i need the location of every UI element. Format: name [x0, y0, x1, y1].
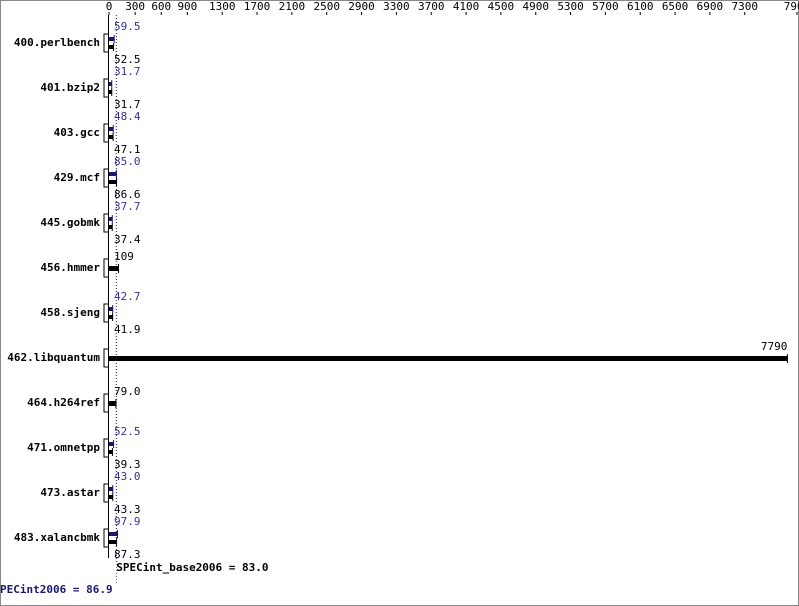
x-tick-label: 6900: [697, 0, 724, 13]
bar: [109, 450, 113, 454]
bar: [109, 217, 113, 221]
bar: [109, 495, 113, 499]
row-bracket: [103, 303, 108, 323]
value-label: 47.1: [114, 143, 141, 156]
value-label: 86.6: [114, 188, 141, 201]
summary-label: SPECint_base2006 = 83.0: [116, 561, 268, 574]
bar: [109, 487, 113, 491]
bar: [109, 225, 113, 229]
value-label: 59.5: [114, 20, 141, 33]
value-label: 31.7: [114, 98, 141, 111]
row-bracket: [103, 528, 108, 548]
x-tick-label: 2100: [279, 0, 306, 13]
category-label: 483.xalancbmk: [14, 531, 100, 544]
bar: [109, 135, 114, 139]
category-label: 445.gobmk: [40, 216, 100, 229]
x-tick-label: 2900: [348, 0, 375, 13]
row-bracket: [103, 168, 108, 188]
category-label: 462.libquantum: [7, 351, 100, 364]
category-label: 400.perlbench: [14, 36, 100, 49]
value-label: 43.0: [114, 470, 141, 483]
x-tick-label: 6500: [662, 0, 689, 13]
value-label: 31.7: [114, 65, 141, 78]
x-tick-label: 1700: [244, 0, 271, 13]
value-label: 85.0: [114, 155, 141, 168]
x-tick-label: 300: [125, 0, 145, 13]
bar: [109, 532, 118, 536]
value-label: 87.3: [114, 548, 141, 561]
value-label: 37.4: [114, 233, 141, 246]
x-tick-label: 2500: [313, 0, 340, 13]
bar: [109, 45, 114, 49]
row-bracket: [103, 348, 108, 368]
value-label: 109: [114, 250, 134, 263]
row-bracket: [103, 78, 108, 98]
bar: [109, 401, 116, 406]
value-label: 37.7: [114, 200, 141, 213]
bar: [109, 356, 788, 361]
bar: [109, 180, 117, 184]
row-bracket: [103, 438, 108, 458]
value-label: 39.3: [114, 458, 141, 471]
x-tick-label: 0: [106, 0, 113, 13]
row-bracket: [103, 393, 108, 413]
category-label: 473.astar: [40, 486, 100, 499]
category-label: 456.hmmer: [40, 261, 100, 274]
value-label: 48.4: [114, 110, 141, 123]
bar: [109, 266, 119, 271]
category-label: 471.omnetpp: [27, 441, 100, 454]
x-tick-label: 7300: [731, 0, 758, 13]
category-label: 401.bzip2: [40, 81, 100, 94]
category-label: 403.gcc: [54, 126, 100, 139]
bar: [109, 442, 114, 446]
category-label: 464.h264ref: [27, 396, 100, 409]
x-tick-label: 1300: [209, 0, 236, 13]
x-tick-label: 4100: [453, 0, 480, 13]
value-label: 79.0: [114, 385, 141, 398]
summary-label: SPECint2006 = 86.9: [0, 583, 113, 596]
bar: [109, 127, 114, 131]
x-tick-label: 6100: [627, 0, 654, 13]
x-tick-label: 5700: [592, 0, 619, 13]
x-tick-label: 5300: [557, 0, 584, 13]
bar: [109, 315, 113, 319]
value-label: 7790: [761, 340, 788, 353]
value-label: 43.3: [114, 503, 141, 516]
x-tick-label: 4900: [522, 0, 549, 13]
x-tick-label: 3700: [418, 0, 445, 13]
bar: [109, 37, 115, 41]
row-bracket: [103, 33, 108, 53]
row-bracket: [103, 483, 108, 503]
x-tick-label: 600: [151, 0, 171, 13]
category-label: 429.mcf: [54, 171, 100, 184]
category-label: 458.sjeng: [40, 306, 100, 319]
bar: [109, 90, 112, 94]
bar: [109, 82, 112, 86]
x-tick-label: 4500: [488, 0, 515, 13]
value-label: 97.9: [114, 515, 141, 528]
x-tick-label: 3300: [383, 0, 410, 13]
value-label: 52.5: [114, 425, 141, 438]
x-tick-label: 7900: [784, 0, 799, 13]
value-label: 41.9: [114, 323, 141, 336]
row-bracket: [103, 213, 108, 233]
value-label: 42.7: [114, 290, 141, 303]
row-bracket: [103, 123, 108, 143]
x-tick-label: 900: [177, 0, 197, 13]
bar: [109, 172, 117, 176]
bar: [109, 540, 117, 544]
row-bracket: [103, 258, 108, 278]
value-label: 52.5: [114, 53, 141, 66]
bar: [109, 307, 113, 311]
